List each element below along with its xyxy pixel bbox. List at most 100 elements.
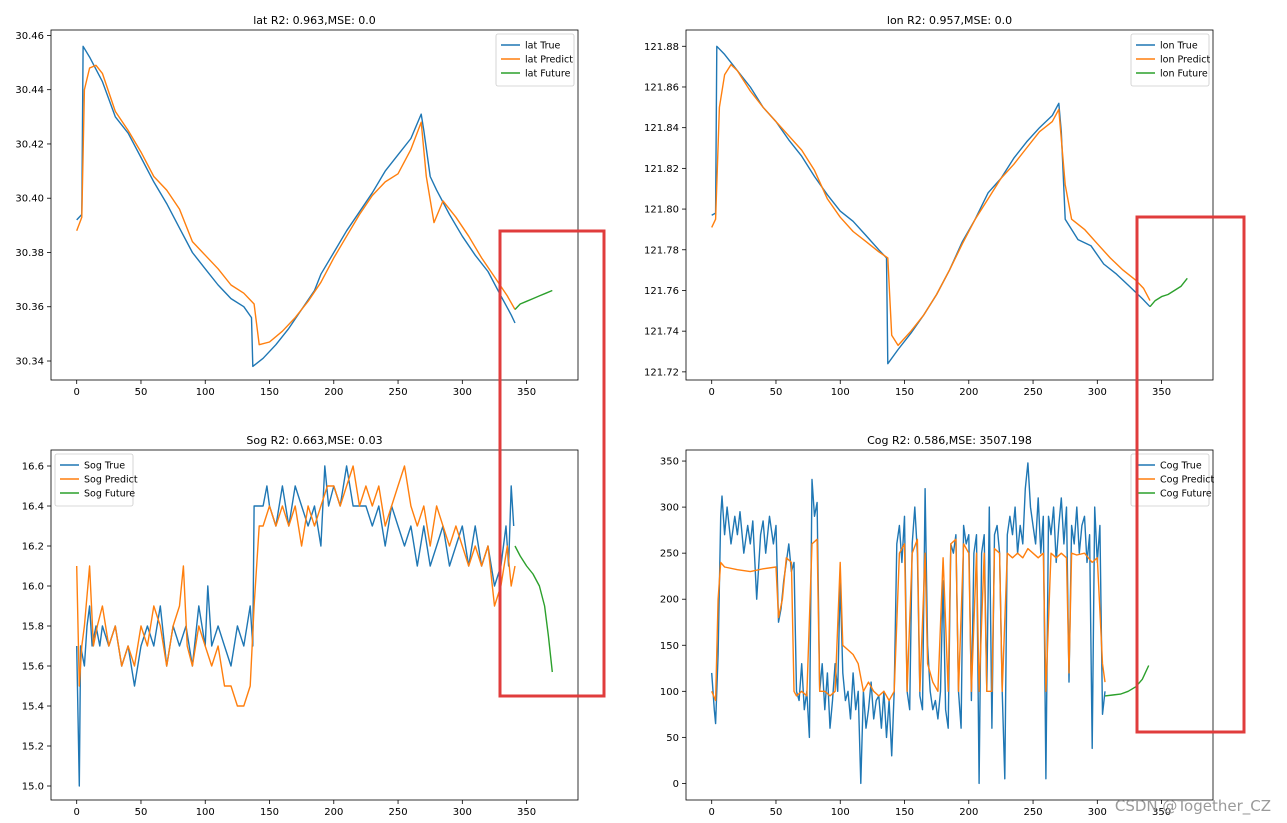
- x-tick-label: 350: [1152, 807, 1171, 818]
- x-tick-label: 200: [959, 807, 978, 818]
- lat-chart: lat R2: 0.963,MSE: 0.0 0 50 100 150 200 250 300…: [15, 14, 579, 398]
- y-tick-label: 121.88: [644, 42, 679, 53]
- series-line-predict: [76, 64, 516, 346]
- y-tick-label: 121.86: [644, 82, 679, 93]
- x-tick-label: 0: [74, 387, 80, 398]
- legend: lon True lon Predict lon Future: [1130, 33, 1210, 87]
- x-tick-label: 100: [831, 807, 850, 818]
- legend-label: Cog Future: [1160, 489, 1212, 500]
- x-tick-label: 350: [517, 807, 536, 818]
- series-line-predict: [76, 465, 516, 707]
- y-tick-label: 30.44: [15, 85, 44, 96]
- legend: Cog True Cog Predict Cog Future: [1130, 453, 1214, 507]
- series-line-future: [514, 289, 553, 310]
- plot-area: [76, 45, 553, 368]
- y-tick-label: 15.6: [22, 662, 44, 673]
- x-tick-label: 250: [1024, 387, 1043, 398]
- chart-title: Cog R2: 0.586,MSE: 3507.198: [867, 434, 1032, 447]
- y-tick-label: 16.2: [22, 542, 44, 553]
- highlight-box-right: [1135, 215, 1246, 734]
- x-tick-label: 100: [196, 387, 215, 398]
- chart-title: lon R2: 0.957,MSE: 0.0: [887, 14, 1012, 27]
- y-tick-label: 16.6: [22, 462, 44, 473]
- x-tick-label: 150: [895, 807, 914, 818]
- y-tick-label: 15.8: [22, 622, 44, 633]
- x-tick-label: 150: [260, 807, 279, 818]
- legend-label: Sog Predict: [84, 475, 138, 486]
- y-tick-label: 300: [660, 503, 679, 514]
- y-tick-label: 30.40: [15, 194, 44, 205]
- x-tick-label: 150: [260, 387, 279, 398]
- series-line-future: [1104, 665, 1150, 697]
- plot-area: [711, 462, 1150, 785]
- x-tick-label: 0: [709, 807, 715, 818]
- y-tick-label: 121.80: [644, 205, 679, 216]
- legend-label: lat Future: [525, 69, 571, 80]
- y-tick-label: 30.34: [15, 357, 44, 368]
- y-tick-label: 30.36: [15, 302, 44, 313]
- x-tick-label: 0: [709, 387, 715, 398]
- x-tick-label: 50: [135, 807, 148, 818]
- y-tick-label: 121.82: [644, 164, 679, 175]
- series-line-predict: [711, 538, 1106, 702]
- legend: lat True lat Predict lat Future: [495, 33, 575, 87]
- series-line-true: [76, 45, 516, 368]
- chart-title: Sog R2: 0.663,MSE: 0.03: [246, 434, 382, 447]
- y-tick-label: 50: [666, 733, 679, 744]
- x-tick-label: 50: [135, 387, 148, 398]
- legend-label: Sog Future: [84, 489, 135, 500]
- y-tick-label: 16.0: [22, 582, 44, 593]
- plot-area: [711, 45, 1188, 365]
- legend: Sog True Sog Predict Sog Future: [54, 453, 138, 507]
- y-tick-label: 250: [660, 549, 679, 560]
- axes-frame: [685, 449, 1214, 801]
- series-line-true: [711, 45, 1151, 365]
- x-tick-label: 250: [389, 807, 408, 818]
- y-tick-label: 15.2: [22, 742, 44, 753]
- axes-frame: [50, 29, 579, 381]
- x-tick-label: 200: [959, 387, 978, 398]
- x-tick-label: 200: [324, 387, 343, 398]
- x-tick-label: 350: [1152, 387, 1171, 398]
- x-tick-label: 300: [453, 387, 472, 398]
- sog-chart: Sog R2: 0.663,MSE: 0.03 0 50 100 150 200 250 30…: [22, 434, 579, 818]
- y-tick-label: 100: [660, 687, 679, 698]
- series-line-future: [514, 545, 553, 673]
- x-tick-label: 150: [895, 387, 914, 398]
- axes-frame: [50, 449, 579, 801]
- x-tick-label: 250: [389, 387, 408, 398]
- y-tick-label: 121.84: [644, 123, 679, 134]
- watermark: CSDN @Together_CZ: [1114, 797, 1271, 815]
- y-tick-label: 350: [660, 457, 679, 468]
- x-tick-label: 50: [770, 807, 783, 818]
- y-tick-label: 15.4: [22, 702, 44, 713]
- y-tick-label: 0: [673, 779, 679, 790]
- x-tick-label: 200: [324, 807, 343, 818]
- lon-chart: lon R2: 0.957,MSE: 0.0 0 50 100 150 200 250 300…: [644, 14, 1214, 398]
- series-line-predict: [711, 63, 1151, 347]
- axes-frame: [685, 29, 1214, 381]
- x-tick-label: 50: [770, 387, 783, 398]
- x-tick-label: 350: [517, 387, 536, 398]
- y-tick-label: 121.74: [644, 327, 679, 338]
- plot-area: [76, 465, 553, 787]
- y-tick-label: 121.78: [644, 245, 679, 256]
- legend-label: lat True: [525, 41, 561, 52]
- x-tick-label: 300: [1088, 387, 1107, 398]
- x-tick-label: 100: [831, 387, 850, 398]
- x-tick-label: 300: [1088, 807, 1107, 818]
- cog-chart: Cog R2: 0.586,MSE: 3507.198 0 50 100 150 200 2…: [660, 434, 1215, 818]
- x-tick-label: 300: [453, 807, 472, 818]
- series-line-true: [76, 465, 515, 787]
- y-tick-label: 30.46: [15, 31, 44, 42]
- series-line-true: [711, 462, 1106, 785]
- legend-label: lon True: [1160, 41, 1198, 52]
- legend-label: lat Predict: [525, 55, 573, 66]
- legend-label: lon Predict: [1160, 55, 1210, 66]
- x-tick-label: 250: [1024, 807, 1043, 818]
- y-tick-label: 30.38: [15, 248, 44, 259]
- y-tick-label: 16.4: [22, 502, 44, 513]
- legend-label: Cog True: [1160, 461, 1202, 472]
- legend-label: lon Future: [1160, 69, 1208, 80]
